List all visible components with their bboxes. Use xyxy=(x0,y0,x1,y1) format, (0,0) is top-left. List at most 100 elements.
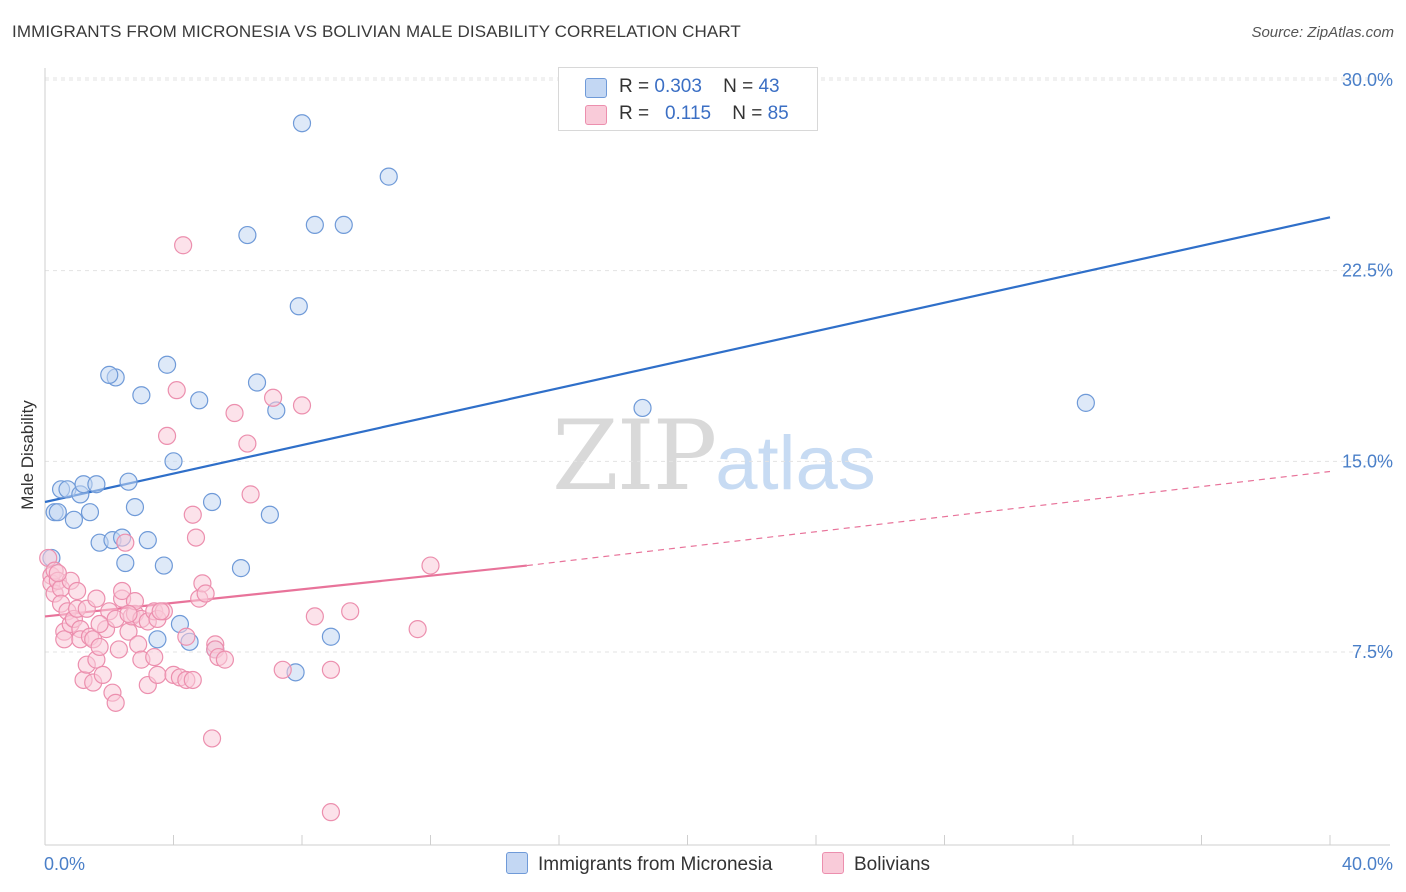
point-micronesia xyxy=(260,505,279,524)
point-micronesia xyxy=(190,391,209,410)
legend-item-micronesia[interactable]: Immigrants from Micronesia xyxy=(506,852,772,876)
point-bolivian xyxy=(196,584,215,603)
point-bolivian xyxy=(421,556,440,575)
point-micronesia xyxy=(633,398,652,418)
point-bolivian xyxy=(263,388,283,407)
point-micronesia xyxy=(132,386,151,405)
point-bolivian xyxy=(90,614,109,634)
point-bolivian xyxy=(292,396,312,415)
point-micronesia xyxy=(289,297,308,316)
chart-title: IMMIGRANTS FROM MICRONESIA VS BOLIVIAN M… xyxy=(12,22,741,41)
trend-line-micronesia xyxy=(44,216,1331,504)
point-micronesia xyxy=(125,497,145,517)
point-micronesia xyxy=(1076,393,1095,412)
point-bolivian xyxy=(177,627,196,646)
point-bolivian xyxy=(151,602,170,621)
point-bolivian xyxy=(119,604,138,623)
point-bolivian xyxy=(157,426,177,446)
correlation-legend: R = 0.303 N = 43 R = 0.115 N = 85 xyxy=(558,67,818,131)
point-bolivian xyxy=(183,505,202,524)
point-bolivian xyxy=(202,729,222,748)
y-tick-label: 15.0% xyxy=(1342,451,1393,471)
point-micronesia xyxy=(116,553,135,573)
legend-swatch-pink xyxy=(585,105,607,125)
point-micronesia xyxy=(80,503,100,522)
point-micronesia xyxy=(238,225,257,245)
x-tick-label: 40.0% xyxy=(1342,854,1393,874)
source-label: Source: ZipAtlas.com xyxy=(1251,24,1394,41)
y-tick-label: 7.5% xyxy=(1352,642,1393,662)
legend-swatch-blue xyxy=(585,78,607,98)
n-label: N = xyxy=(723,76,754,97)
legend-swatch-blue xyxy=(506,852,528,874)
watermark-atlas: atlas xyxy=(715,421,876,506)
point-bolivian xyxy=(93,665,112,684)
point-bolivian xyxy=(148,665,167,684)
point-bolivian xyxy=(241,485,260,504)
legend-label-micronesia: Immigrants from Micronesia xyxy=(538,854,773,875)
point-bolivian xyxy=(167,381,186,400)
point-micronesia xyxy=(100,365,119,384)
point-bolivian xyxy=(321,803,341,822)
point-micronesia xyxy=(154,556,173,575)
data-points xyxy=(39,114,1095,822)
point-micronesia xyxy=(87,475,106,494)
point-bolivian xyxy=(87,589,106,608)
point-bolivian xyxy=(116,533,135,552)
point-micronesia xyxy=(148,630,167,649)
point-bolivian xyxy=(55,630,74,649)
y-tick-label: 30.0% xyxy=(1342,70,1393,90)
point-bolivian xyxy=(48,564,67,583)
point-bolivian xyxy=(225,403,244,423)
x-tick-label: 0.0% xyxy=(44,854,85,874)
point-bolivian xyxy=(183,670,202,690)
y-tick-label: 22.5% xyxy=(1342,261,1393,281)
point-bolivian xyxy=(321,660,341,679)
r-value: 0.115 xyxy=(664,103,712,124)
legend-label-bolivians: Bolivians xyxy=(854,854,931,875)
point-bolivian xyxy=(408,620,427,639)
point-micronesia xyxy=(119,472,138,491)
point-micronesia xyxy=(164,452,183,471)
point-bolivian xyxy=(215,650,234,669)
legend-item-bolivians[interactable]: Bolivians xyxy=(822,852,930,876)
point-bolivian xyxy=(106,693,125,712)
point-bolivian xyxy=(305,607,324,626)
point-micronesia xyxy=(231,559,251,578)
point-micronesia xyxy=(138,531,157,550)
r-value: 0.303 xyxy=(654,76,702,97)
point-micronesia xyxy=(379,167,398,186)
point-bolivian xyxy=(68,581,87,601)
watermark: ZIPatlas xyxy=(552,400,876,512)
axes xyxy=(44,68,1390,846)
point-micronesia xyxy=(157,355,177,374)
point-bolivian xyxy=(238,434,257,453)
r-label: R = xyxy=(619,76,650,97)
trend-extension-bolivians xyxy=(526,470,1331,567)
point-bolivian xyxy=(90,637,109,657)
point-micronesia xyxy=(305,215,324,235)
n-value: 85 xyxy=(767,103,789,124)
point-micronesia xyxy=(334,215,353,235)
point-micronesia xyxy=(247,373,267,392)
point-micronesia xyxy=(321,627,341,646)
point-micronesia xyxy=(48,503,67,522)
r-label: R = xyxy=(619,103,650,124)
point-bolivian xyxy=(174,236,193,255)
n-value: 43 xyxy=(758,76,780,97)
point-micronesia xyxy=(292,114,312,133)
point-bolivian xyxy=(341,602,360,621)
point-bolivian xyxy=(145,647,164,667)
point-micronesia xyxy=(202,492,222,512)
point-micronesia xyxy=(64,510,84,529)
point-bolivian xyxy=(129,635,148,654)
point-bolivian xyxy=(112,581,132,601)
point-bolivian xyxy=(186,528,206,547)
point-bolivian xyxy=(109,640,128,659)
n-label: N = xyxy=(732,103,763,124)
tick-labels: 7.5% 15.0% 22.5% 30.0% 0.0% 40.0% xyxy=(44,70,1393,874)
watermark-zip: ZIP xyxy=(552,400,717,512)
legend-swatch-pink xyxy=(822,852,844,874)
point-bolivian xyxy=(273,660,292,679)
